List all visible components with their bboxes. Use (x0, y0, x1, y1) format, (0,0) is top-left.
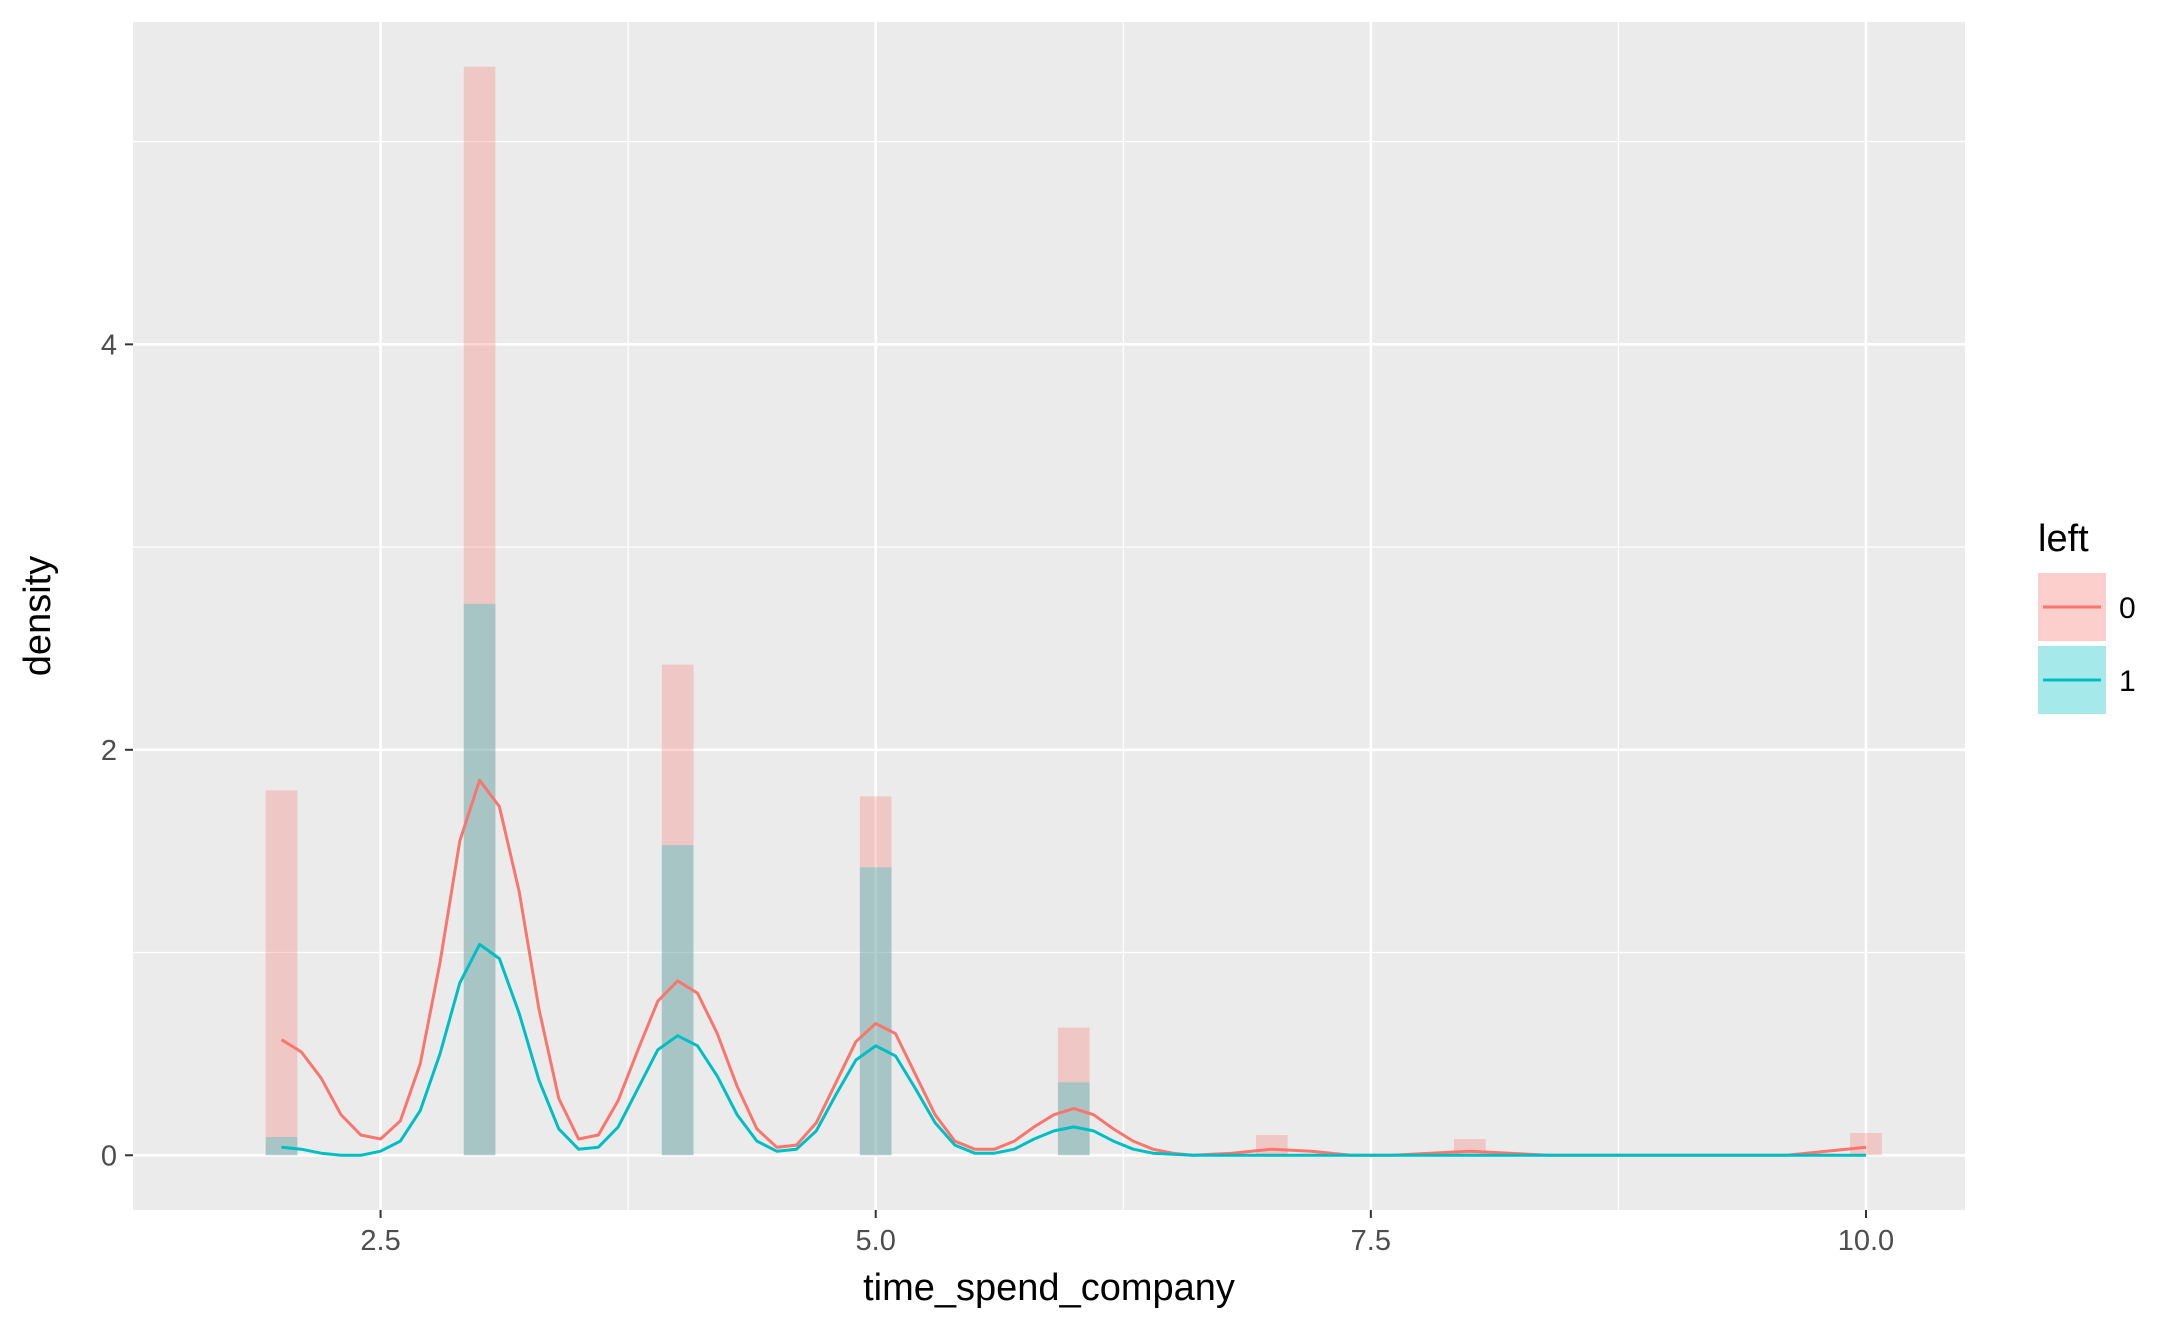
x-axis-title: time_spend_company (863, 1267, 1235, 1309)
bars-series-1 (265, 603, 1090, 1156)
legend-key-1 (2038, 646, 2106, 714)
legend-title: left (2038, 518, 2089, 560)
histogram-bar-series-0 (859, 796, 892, 1156)
bars-series-0 (265, 66, 1882, 1156)
legend-label-0: 0 (2119, 592, 2136, 625)
histogram-bar-series-0 (1057, 1027, 1090, 1156)
histogram-bar-series-0 (265, 790, 298, 1156)
x-tick-label: 5.0 (856, 1225, 896, 1257)
density-curves (280, 778, 1867, 1157)
x-tick-label: 2.5 (360, 1225, 400, 1257)
histogram-bar-series-0 (463, 66, 496, 1156)
histogram-bar-series-1 (463, 603, 496, 1156)
plot-panel (133, 22, 1965, 1210)
histogram-bar-series-1 (859, 867, 892, 1156)
histogram-bar-series-0 (1255, 1134, 1288, 1156)
x-tick-label: 7.5 (1351, 1225, 1391, 1257)
y-tick-label: 0 (101, 1140, 117, 1172)
histogram-bar-series-0 (1850, 1132, 1882, 1156)
y-tick-label: 2 (101, 735, 117, 767)
histogram-bar-series-0 (661, 664, 694, 1156)
histogram-bar-series-1 (265, 1137, 298, 1156)
y-tick-label: 4 (101, 329, 117, 361)
histogram-bar-series-1 (1057, 1082, 1090, 1156)
x-tick-label: 10.0 (1838, 1225, 1894, 1257)
density-line-series-1 (281, 942, 1866, 1157)
axes: 2.5 5.0 7.5 10.0 0 2 4 (101, 329, 1894, 1257)
legend-key-0 (2038, 573, 2106, 641)
histogram-bar-series-1 (661, 845, 694, 1156)
legend-label-1: 1 (2119, 665, 2136, 698)
legend: left 0 1 (2038, 518, 2136, 714)
y-axis-title: density (17, 556, 59, 676)
